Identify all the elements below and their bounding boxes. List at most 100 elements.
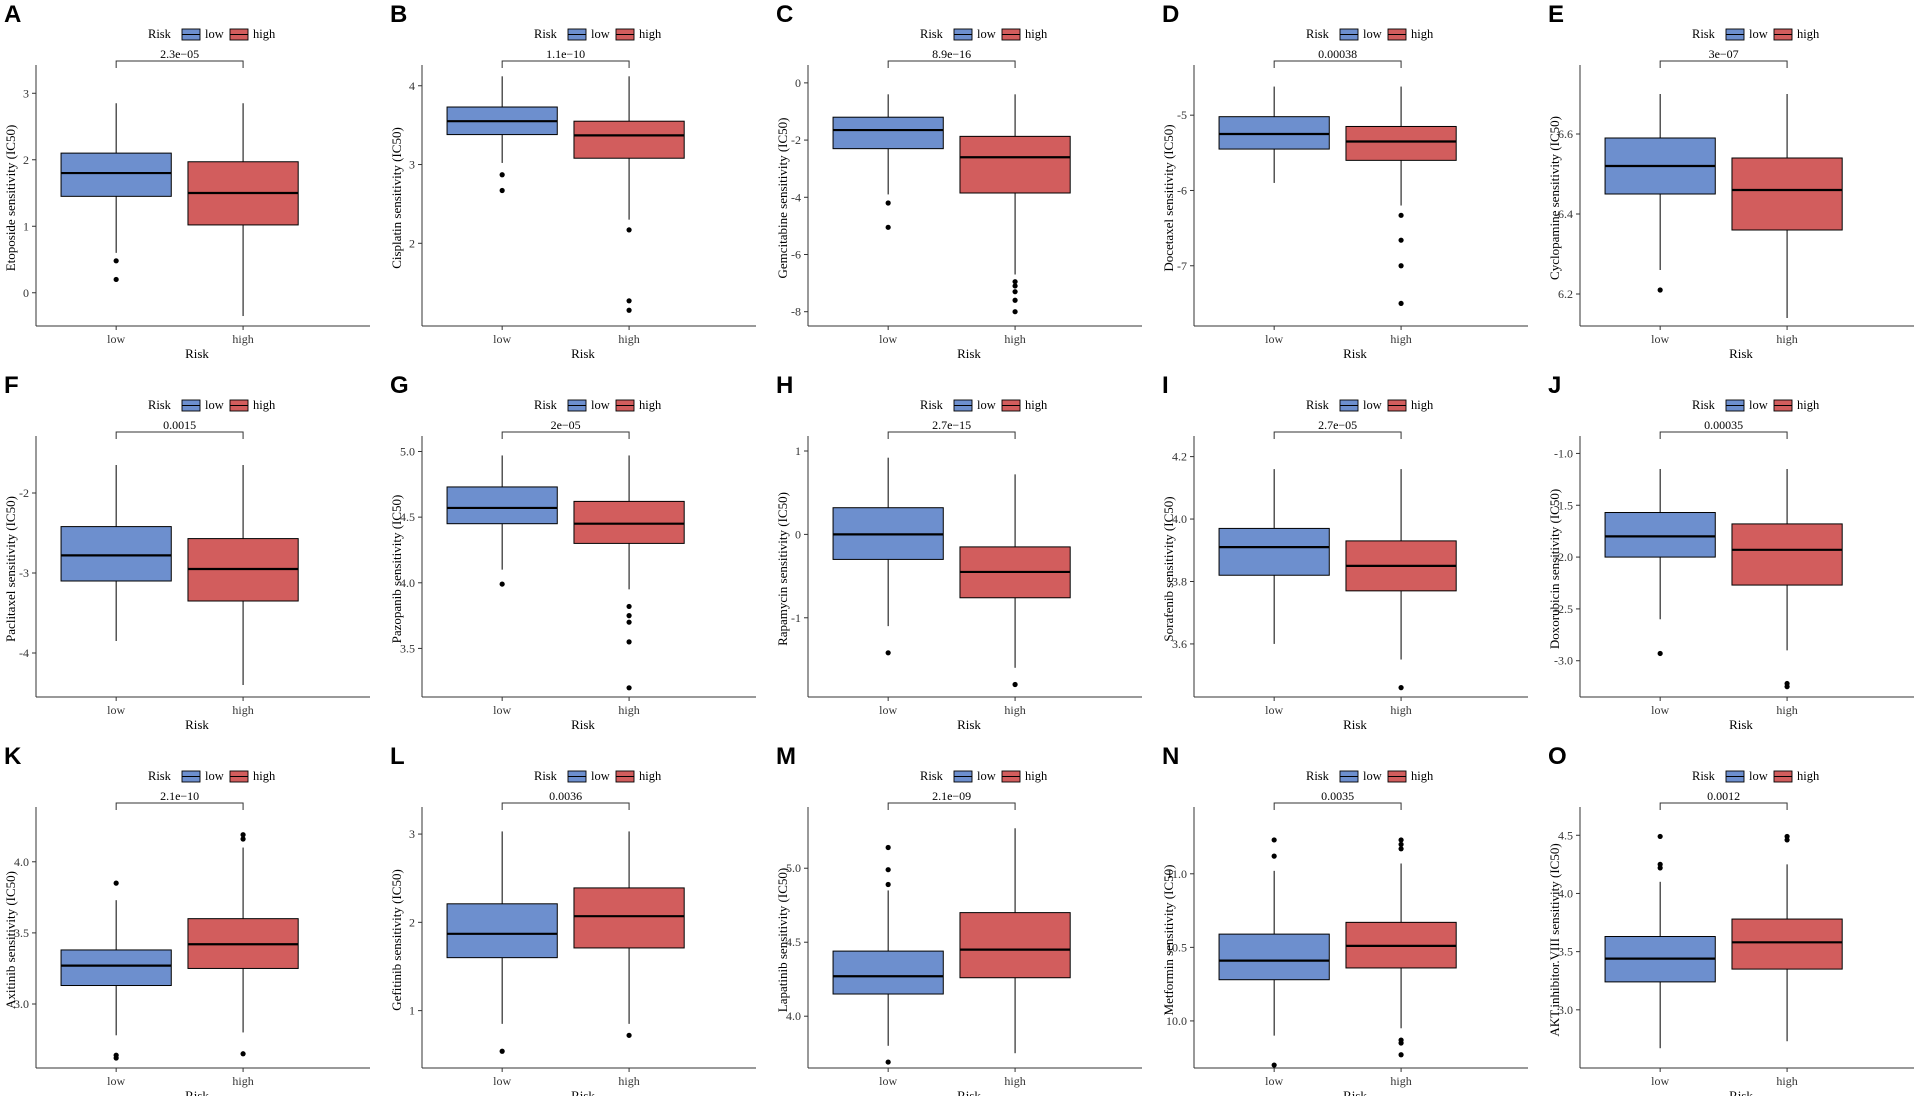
outlier-point: [1657, 865, 1663, 871]
x-tick-label-low: low: [879, 703, 897, 717]
legend-label-low: low: [1363, 27, 1382, 41]
panel-letter: I: [1162, 372, 1169, 399]
box-high: [187, 832, 299, 1057]
p-value-label: 1.1e−10: [546, 47, 585, 61]
panel-O: O Risk low high 3.0 3.5 4.0 4.5AKT.inhibitor.VI…: [1547, 743, 1914, 1096]
x-tick-label-high: high: [232, 332, 253, 346]
outlier-point: [499, 187, 505, 194]
legend: Risk low high: [1692, 398, 1820, 412]
outlier-point: [1398, 1040, 1404, 1046]
y-tick-label: 4.5: [400, 510, 415, 524]
legend-label-high: high: [1025, 398, 1048, 412]
y-tick-label: -8: [791, 305, 801, 319]
legend-label-high: high: [1797, 27, 1820, 41]
panel-letter: N: [1162, 743, 1179, 770]
y-tick-label: 4.0: [1558, 886, 1573, 900]
y-tick-label: 4.0: [786, 1009, 801, 1023]
legend-label-high: high: [1025, 27, 1048, 41]
outlier-point: [1012, 309, 1018, 315]
box-low: [446, 455, 558, 587]
x-tick-label-low: low: [107, 703, 125, 717]
y-tick-label: 5.0: [400, 445, 415, 459]
panel-C: C Risk low high -8 -6 -4 -2 0 Gemcitabine sensiti…: [775, 1, 1142, 361]
significance-bracket: [501, 802, 630, 810]
box-low: [1218, 837, 1330, 1068]
x-tick-label-high: high: [1390, 332, 1411, 346]
y-tick-label: 3.5: [14, 926, 29, 940]
outlier-point: [1398, 300, 1404, 307]
y-tick-label: 4.5: [786, 935, 801, 949]
y-tick-label: -6: [1177, 183, 1187, 197]
x-tick-label-low: low: [1651, 1074, 1669, 1088]
significance-bracket: [115, 431, 244, 439]
x-axis-title: Risk: [571, 717, 595, 732]
legend-label-high: high: [639, 398, 662, 412]
y-tick-label: 1: [409, 1004, 415, 1018]
legend-label-low: low: [205, 769, 224, 783]
box-iqr-low: [832, 116, 944, 150]
outlier-point: [1398, 837, 1404, 843]
legend: Risk low high: [148, 769, 276, 783]
p-value-label: 8.9e−16: [932, 47, 971, 61]
box-high: [1731, 833, 1843, 1042]
significance-bracket: [1659, 60, 1788, 68]
y-tick-label: -2: [19, 486, 29, 500]
x-axis-title: Risk: [1343, 1088, 1367, 1096]
p-value-label: 0.0015: [163, 418, 196, 432]
significance-bracket: [887, 60, 1016, 68]
p-value-label: 2e−05: [551, 418, 581, 432]
outlier-point: [113, 880, 119, 886]
box-high: [573, 76, 685, 313]
box-low: [832, 844, 944, 1065]
outlier-point: [626, 685, 632, 691]
legend: Risk low high: [148, 27, 276, 41]
p-value-label: 0.0012: [1707, 789, 1740, 803]
legend-label-low: low: [977, 769, 996, 783]
legend-label-high: high: [639, 769, 662, 783]
x-tick-label-low: low: [879, 1074, 897, 1088]
y-tick-label: 3.8: [1172, 574, 1187, 588]
legend-label-low: low: [591, 27, 610, 41]
legend: Risk low high: [534, 398, 662, 412]
outlier-point: [885, 1059, 891, 1065]
legend-label-high: high: [253, 769, 276, 783]
y-tick-label: 0: [795, 527, 801, 541]
legend-label-high: high: [1411, 398, 1434, 412]
box-low: [832, 94, 944, 230]
legend-title: Risk: [920, 398, 944, 412]
outlier-point: [885, 224, 891, 230]
box-low: [832, 457, 944, 656]
y-axis-title: Etoposide sensitivity (IC50): [3, 125, 18, 272]
box-low: [60, 880, 172, 1061]
legend-title: Risk: [1692, 398, 1716, 412]
significance-bracket: [115, 60, 244, 68]
x-axis-title: Risk: [571, 1088, 595, 1096]
box-iqr-low: [60, 152, 172, 197]
x-axis-title: Risk: [1729, 717, 1753, 732]
outlier-point: [885, 200, 891, 206]
x-tick-label-low: low: [1651, 332, 1669, 346]
box-low: [446, 76, 558, 194]
significance-bracket: [1273, 431, 1402, 439]
panel-G: G Risk low high 3.5 4.0 4.5 5.0 Pazopanib sensit…: [389, 372, 756, 732]
outlier-point: [1012, 279, 1018, 285]
box-low: [60, 103, 172, 283]
box-high: [1345, 837, 1457, 1058]
outlier-point: [1398, 237, 1404, 243]
outlier-point: [113, 258, 119, 264]
x-axis-title: Risk: [1729, 1088, 1753, 1096]
legend: Risk low high: [920, 27, 1048, 41]
x-axis-title: Risk: [1343, 346, 1367, 361]
y-tick-label: -4: [19, 646, 29, 660]
outlier-point: [626, 227, 632, 233]
significance-bracket: [1659, 802, 1788, 810]
outlier-point: [1784, 837, 1790, 843]
box-iqr-high: [1731, 523, 1843, 586]
significance-bracket: [887, 431, 1016, 439]
panel-letter: C: [776, 1, 793, 28]
outlier-point: [1271, 853, 1277, 859]
legend-label-low: low: [1749, 27, 1768, 41]
panel-letter: H: [776, 372, 793, 399]
y-axis-title: Rapamycin sensitivity (IC50): [775, 492, 790, 646]
